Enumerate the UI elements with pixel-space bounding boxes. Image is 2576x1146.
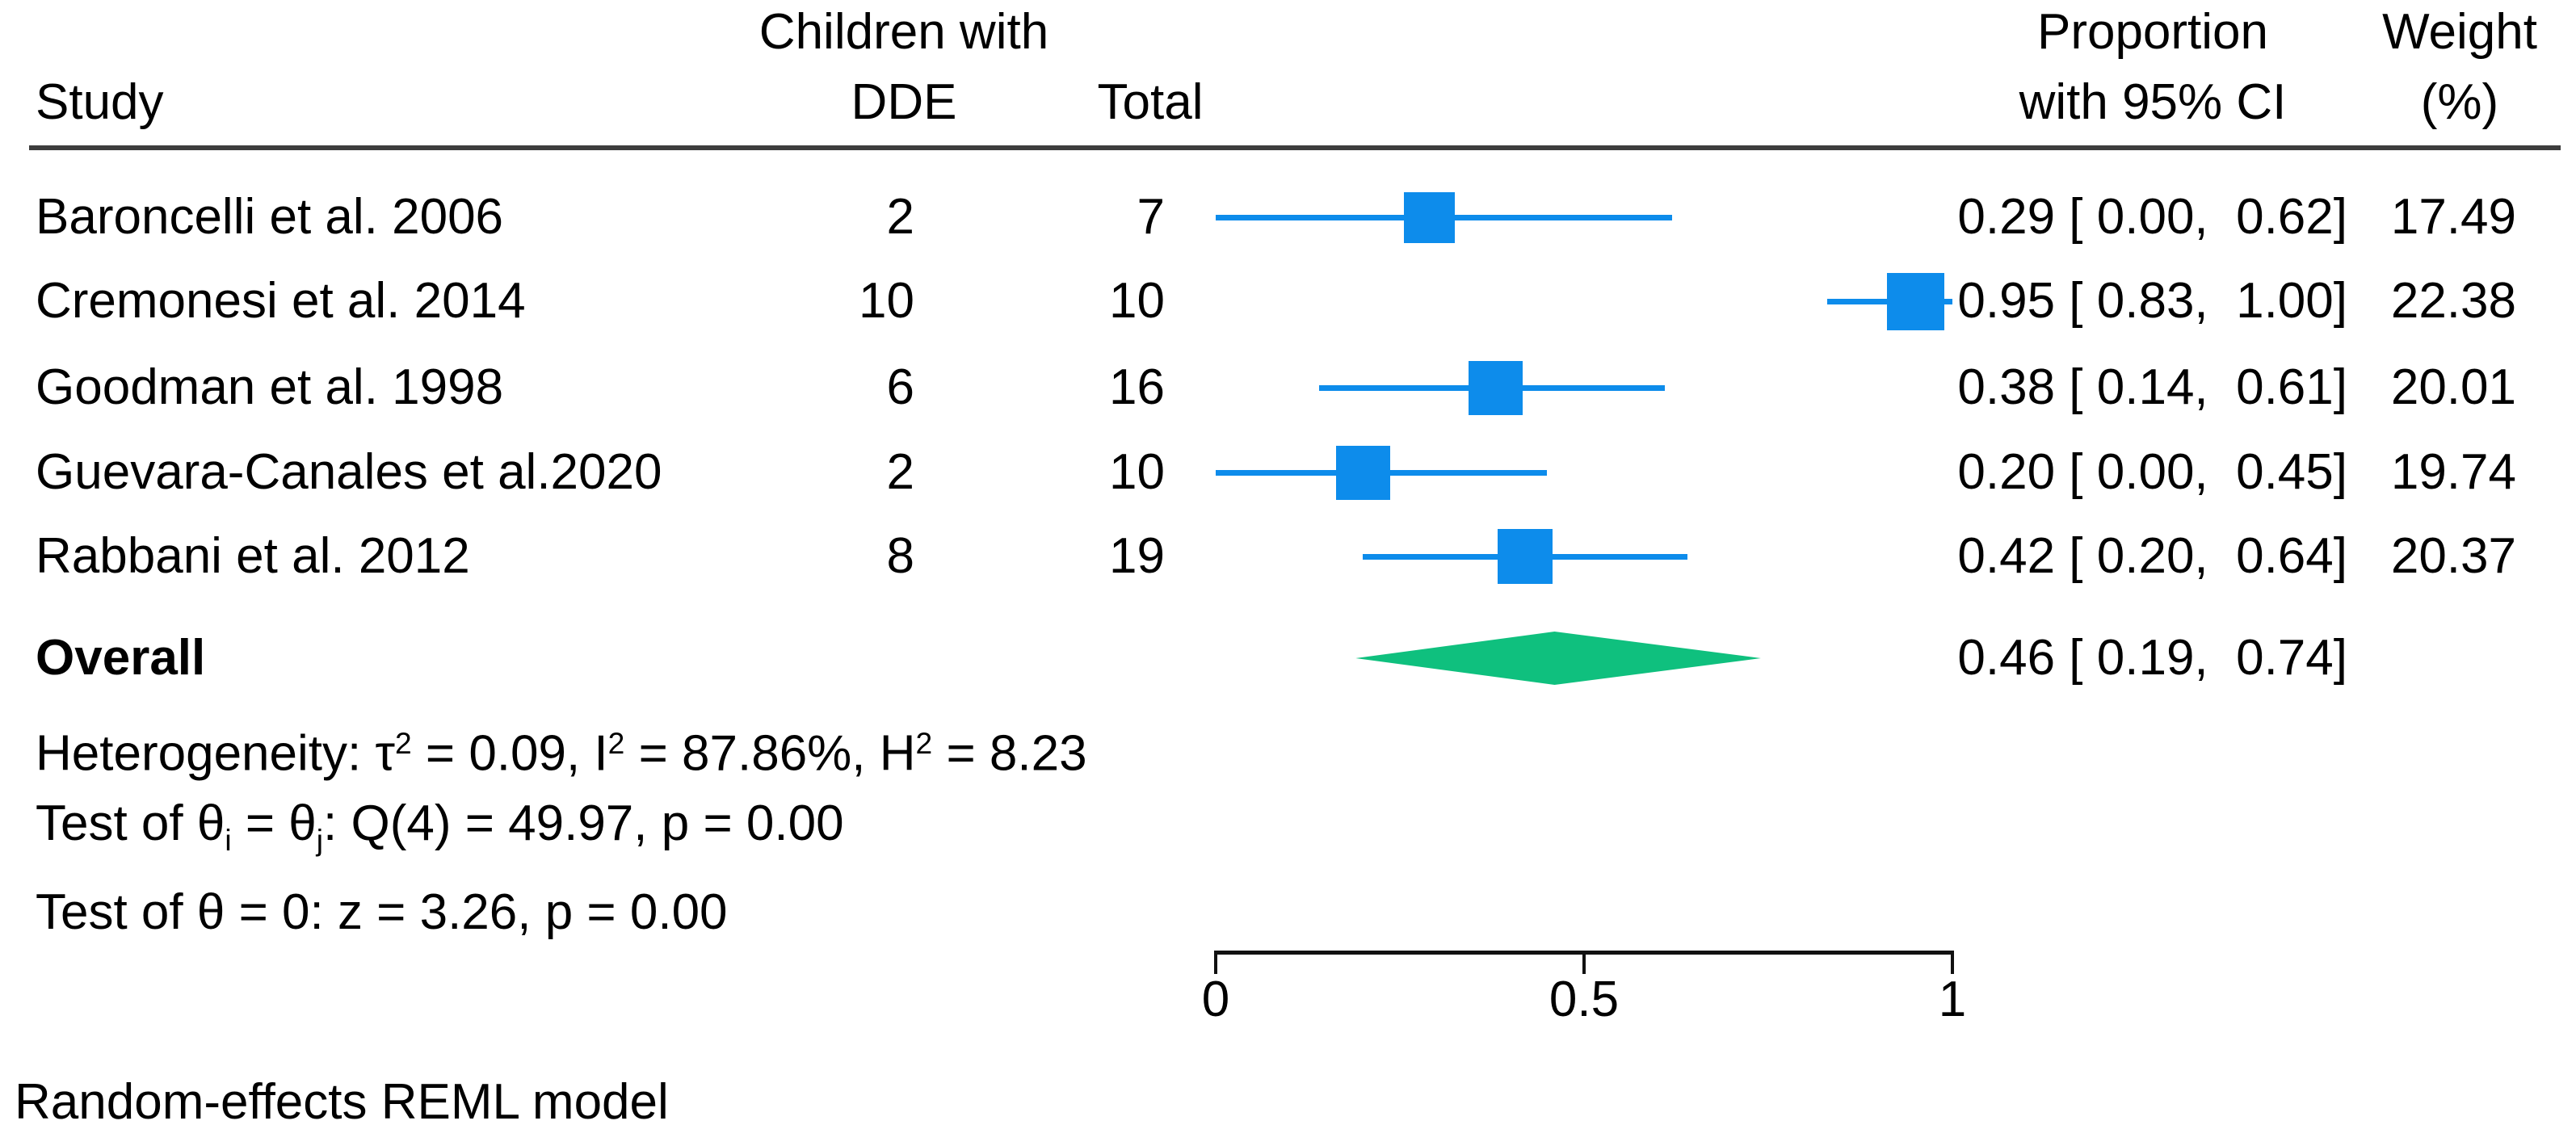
study-name: Rabbani et al. 2012 <box>36 528 470 584</box>
study-name: Guevara-Canales et al.2020 <box>36 444 662 500</box>
x-axis-line <box>1214 951 1954 955</box>
x-axis-tick <box>1951 953 1954 974</box>
study-row: Guevara-Canales et al.2020 2 10 0.20 [ 0.00… <box>0 436 2576 509</box>
study-name: Goodman et al. 1998 <box>36 359 504 415</box>
study-name: Baroncelli et al. 2006 <box>36 189 504 245</box>
column-header-weight: Weight <box>2382 4 2537 60</box>
dde-value: 2 <box>886 444 914 500</box>
column-header-total: Total <box>1097 74 1204 130</box>
x-axis-tick <box>1582 953 1586 974</box>
column-header-proportion: Proportion <box>2036 4 2269 60</box>
study-row: Goodman et al. 1998 6 16 0.38 [ 0.14, 0.61]… <box>0 351 2576 424</box>
dde-value: 8 <box>886 528 914 584</box>
effect-square <box>1404 192 1455 243</box>
effect-square <box>1469 361 1523 415</box>
effect-square <box>1498 529 1553 584</box>
header-rule <box>29 145 2561 150</box>
ci-label: 0.20 [ 0.00, 0.45] <box>1957 444 2347 500</box>
study-row: Rabbani et al. 2012 8 19 0.42 [ 0.20, 0.64]… <box>0 520 2576 593</box>
total-value: 19 <box>1109 528 1165 584</box>
ci-label: 0.29 [ 0.00, 0.62] <box>1957 189 2347 245</box>
dde-value: 6 <box>886 359 914 415</box>
ci-label: 0.38 [ 0.14, 0.61] <box>1957 359 2347 415</box>
total-value: 16 <box>1109 359 1165 415</box>
dde-value: 2 <box>886 189 914 245</box>
test-equality-stats: Test of θi = θj: Q(4) = 49.97, p = 0.00 <box>36 795 844 858</box>
study-name: Cremonesi et al. 2014 <box>36 273 526 329</box>
total-value: 7 <box>1137 189 1165 245</box>
ci-label: 0.42 [ 0.20, 0.64] <box>1957 528 2347 584</box>
column-header-children-with: Children with <box>759 4 1049 60</box>
ci-label: 0.95 [ 0.83, 1.00] <box>1957 273 2347 329</box>
weight-value: 20.01 <box>2390 359 2516 415</box>
x-axis-tick-label: 1 <box>1938 972 1967 1027</box>
x-axis-tick-label: 0 <box>1201 972 1230 1027</box>
weight-value: 19.74 <box>2390 444 2516 500</box>
column-header-study: Study <box>36 74 164 130</box>
column-header-weight-unit: (%) <box>2420 74 2499 130</box>
x-axis-tick-label: 0.5 <box>1549 972 1620 1027</box>
total-value: 10 <box>1109 444 1165 500</box>
study-row: Baroncelli et al. 2006 2 7 0.29 [ 0.00, 0.6… <box>0 181 2576 254</box>
column-header-with-ci: with 95% CI <box>2019 74 2287 130</box>
column-header-dde: DDE <box>851 74 957 130</box>
x-axis-tick <box>1214 953 1217 974</box>
weight-value: 22.38 <box>2390 273 2516 329</box>
test-zero-stats: Test of θ = 0: z = 3.26, p = 0.00 <box>36 884 728 940</box>
total-value: 10 <box>1109 273 1165 329</box>
overall-ci-label: 0.46 [ 0.19, 0.74] <box>1957 630 2347 686</box>
heterogeneity-stats: Heterogeneity: τ2 = 0.09, I2 = 87.86%, H… <box>36 725 1087 782</box>
weight-value: 17.49 <box>2390 189 2516 245</box>
weight-value: 20.37 <box>2390 528 2516 584</box>
effect-square <box>1336 446 1390 500</box>
dde-value: 10 <box>859 273 914 329</box>
overall-label: Overall <box>36 630 206 686</box>
model-note: Random-effects REML model <box>15 1074 669 1130</box>
study-row: Cremonesi et al. 2014 10 10 0.95 [ 0.83, 1.… <box>0 265 2576 338</box>
effect-square <box>1887 273 1944 330</box>
